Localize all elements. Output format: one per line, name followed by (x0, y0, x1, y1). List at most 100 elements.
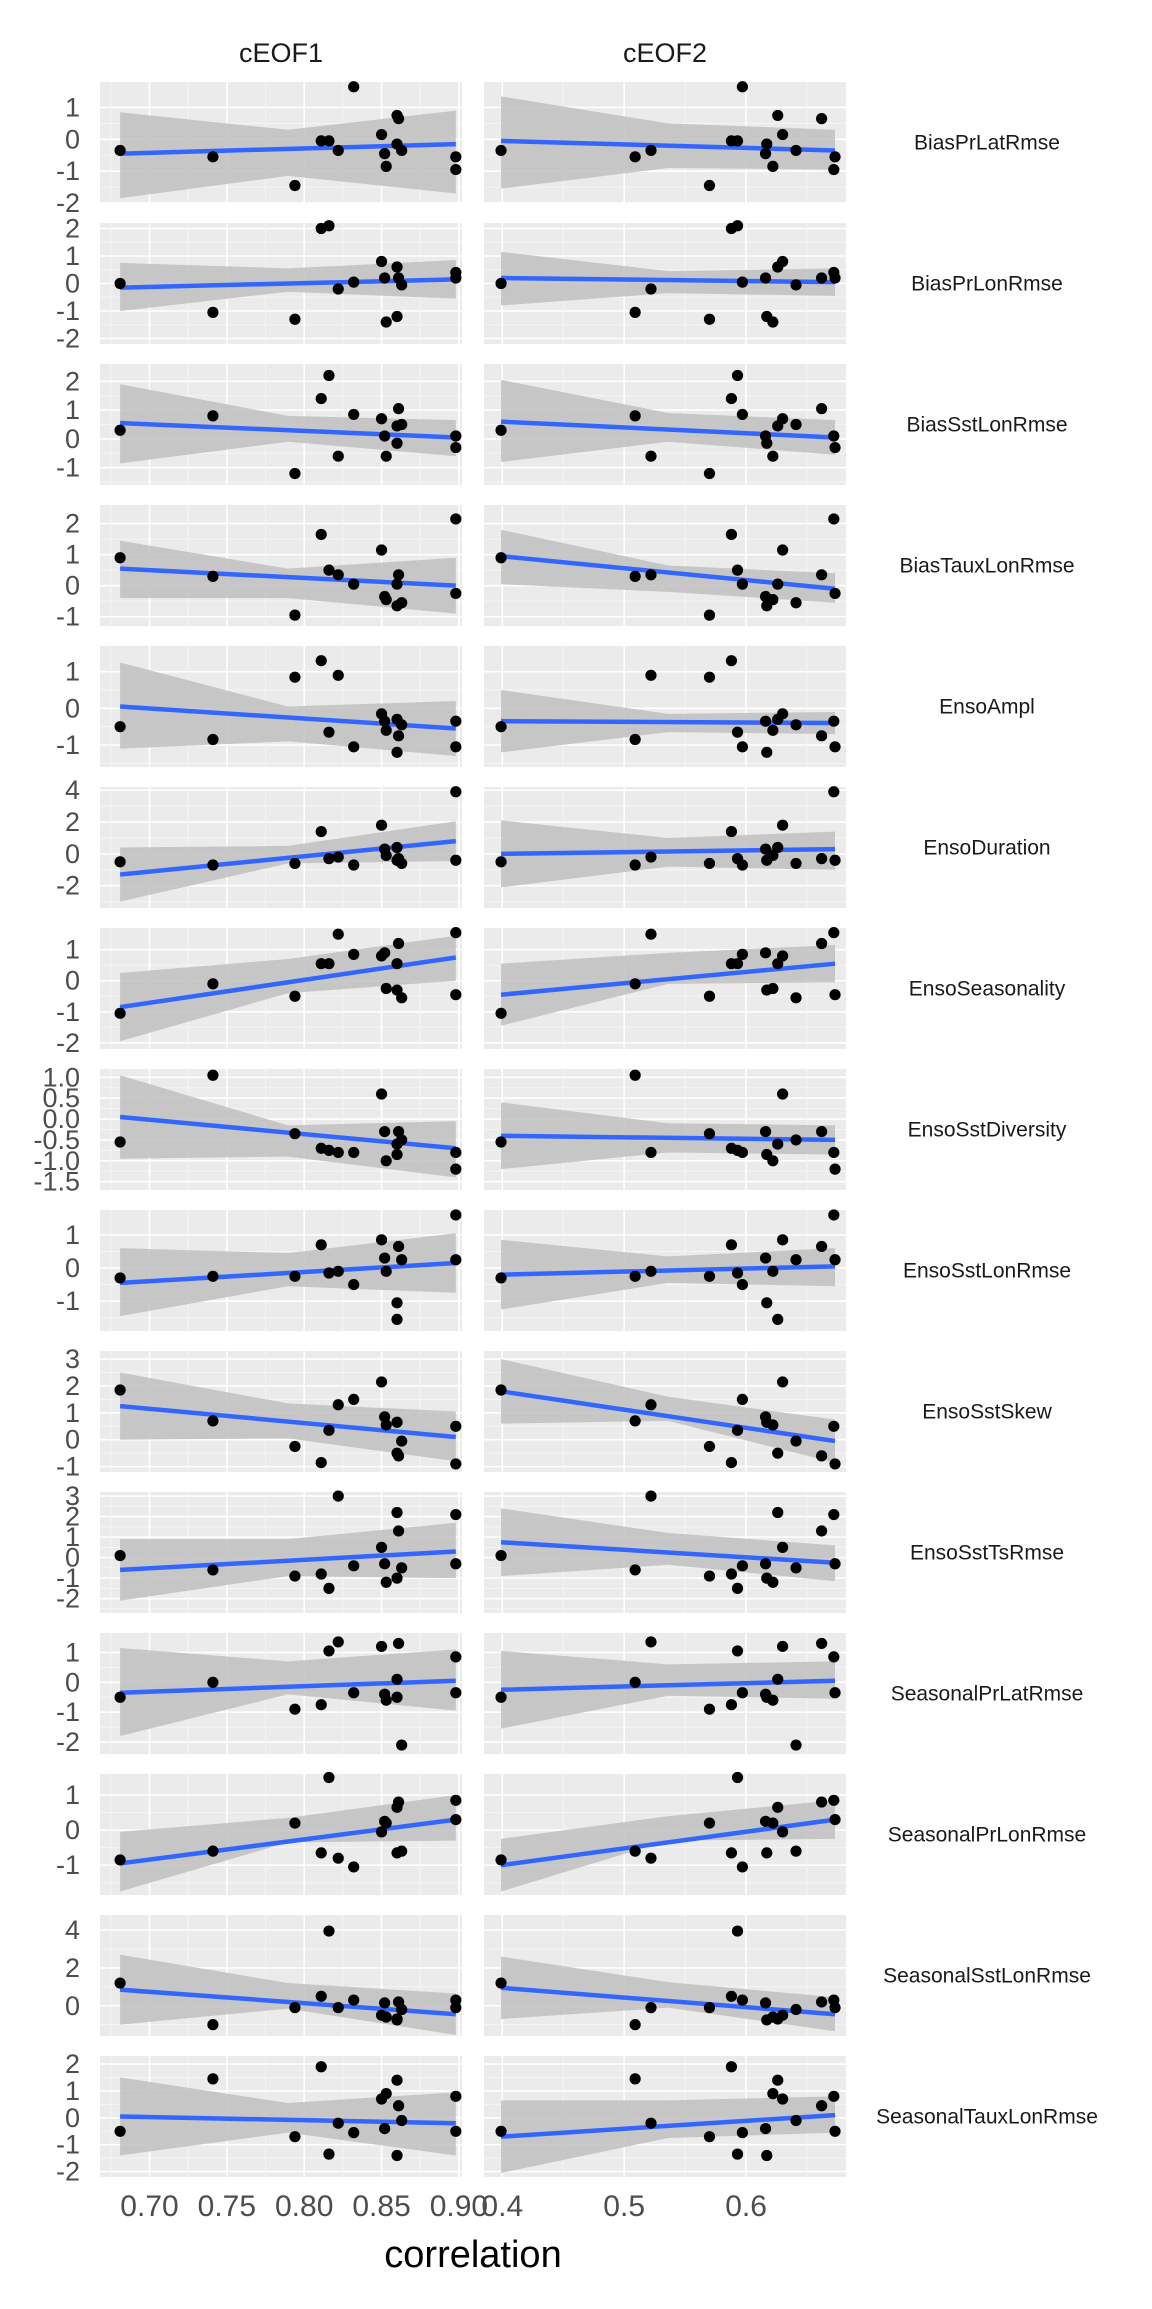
data-point (725, 1699, 738, 1711)
y-tick-label: 1 (65, 1780, 80, 1810)
y-tick-label: 1 (65, 1220, 80, 1250)
data-point (495, 1384, 507, 1396)
data-point (759, 2123, 772, 2135)
y-tick-label: -2 (56, 324, 80, 354)
x-axis-title: correlation (384, 2234, 561, 2276)
y-tick-label: 1 (65, 92, 80, 122)
data-point (375, 819, 388, 831)
data-point (207, 2073, 219, 2085)
panel-EnsoSstTsRmse-cEOF2 (484, 1490, 846, 1613)
data-point (332, 928, 344, 940)
panel-BiasPrLatRmse-cEOF2 (484, 81, 846, 204)
data-point (703, 1570, 716, 1582)
data-point (114, 1977, 126, 1989)
data-point (379, 1125, 391, 1138)
data-point (761, 984, 773, 996)
data-point (772, 1447, 784, 1459)
y-tick-label: 1 (65, 1398, 80, 1428)
data-point (495, 277, 507, 290)
data-point (323, 220, 335, 232)
y-tick-label: -2 (56, 1584, 80, 1614)
y-tick-label: -2 (56, 1028, 80, 1058)
data-point (736, 948, 749, 960)
y-tick-label: -1.5 (33, 1167, 80, 1197)
data-point (379, 715, 391, 727)
data-point (450, 272, 462, 284)
data-point (828, 1146, 840, 1159)
data-point (772, 2013, 784, 2025)
data-point (396, 2114, 408, 2127)
panel-SeasonalPrLatRmse-cEOF2 (484, 1633, 846, 1754)
data-point (761, 854, 773, 866)
data-point (736, 1861, 749, 1873)
data-point (759, 843, 772, 855)
data-point (790, 1435, 802, 1447)
data-point (375, 1640, 388, 1653)
data-point (396, 1134, 408, 1146)
data-point (829, 989, 841, 1001)
data-point (289, 1128, 301, 1140)
data-point (828, 786, 840, 798)
data-point (629, 1415, 641, 1427)
data-point (450, 854, 462, 866)
y-tick-label: 0.0 (42, 1104, 80, 1134)
data-point (114, 552, 126, 564)
data-point (629, 733, 641, 746)
y-tick-label: 2 (65, 1371, 80, 1401)
data-point (207, 1564, 219, 1576)
data-point (777, 1376, 789, 1388)
data-point (761, 437, 773, 449)
data-point (772, 1313, 784, 1325)
panel-EnsoSeasonality-cEOF2 (484, 927, 846, 1049)
data-point (207, 1676, 219, 1688)
data-point (348, 2127, 360, 2139)
data-point (315, 825, 327, 838)
data-point (114, 1549, 126, 1562)
x-tick-label: 0.75 (198, 2190, 256, 2223)
data-point (495, 721, 507, 733)
data-point (375, 1234, 388, 1246)
data-point (629, 410, 641, 422)
row-strip-BiasPrLatRmse: BiasPrLatRmse (914, 132, 1060, 155)
regression-line (501, 718, 836, 726)
y-tick-label: 1 (65, 241, 80, 271)
data-point (828, 1508, 840, 1521)
data-point (323, 1645, 335, 1657)
x-tick-label: 0.90 (430, 2190, 488, 2223)
panel-SeasonalSstLonRmse-cEOF2 (484, 1915, 846, 2036)
x-tick-label: 0.6 (725, 2190, 767, 2223)
data-point (816, 1996, 828, 2008)
data-point (731, 1582, 744, 1594)
data-point (332, 283, 344, 295)
data-point (629, 1069, 641, 1081)
data-point (392, 403, 405, 415)
data-point (645, 1490, 657, 1502)
data-point (450, 1458, 462, 1470)
data-point (629, 151, 641, 163)
data-point (450, 927, 462, 939)
data-point (495, 144, 507, 157)
data-point (450, 1209, 462, 1221)
data-point (450, 1420, 462, 1432)
y-tick-label: 0 (65, 2103, 80, 2133)
data-point (348, 1393, 360, 1405)
data-point (450, 786, 462, 798)
regression-line (119, 1403, 457, 1440)
regression-line (119, 1549, 456, 1573)
data-point (315, 1239, 327, 1251)
data-point (323, 564, 335, 576)
panel-EnsoSstLonRmse-cEOF1 (100, 1209, 462, 1331)
data-point (289, 1270, 301, 1282)
y-tick-label: 2 (65, 366, 80, 396)
data-point (375, 128, 388, 141)
y-tick-label: 4 (65, 775, 80, 805)
data-point (731, 220, 744, 232)
data-point (829, 1687, 841, 1699)
data-point (645, 669, 657, 681)
data-point (207, 978, 219, 990)
data-point (332, 569, 344, 581)
data-point (380, 982, 392, 995)
data-point (725, 825, 738, 838)
data-point (315, 1568, 327, 1580)
row-strip-EnsoSstSkew: EnsoSstSkew (922, 1401, 1052, 1424)
